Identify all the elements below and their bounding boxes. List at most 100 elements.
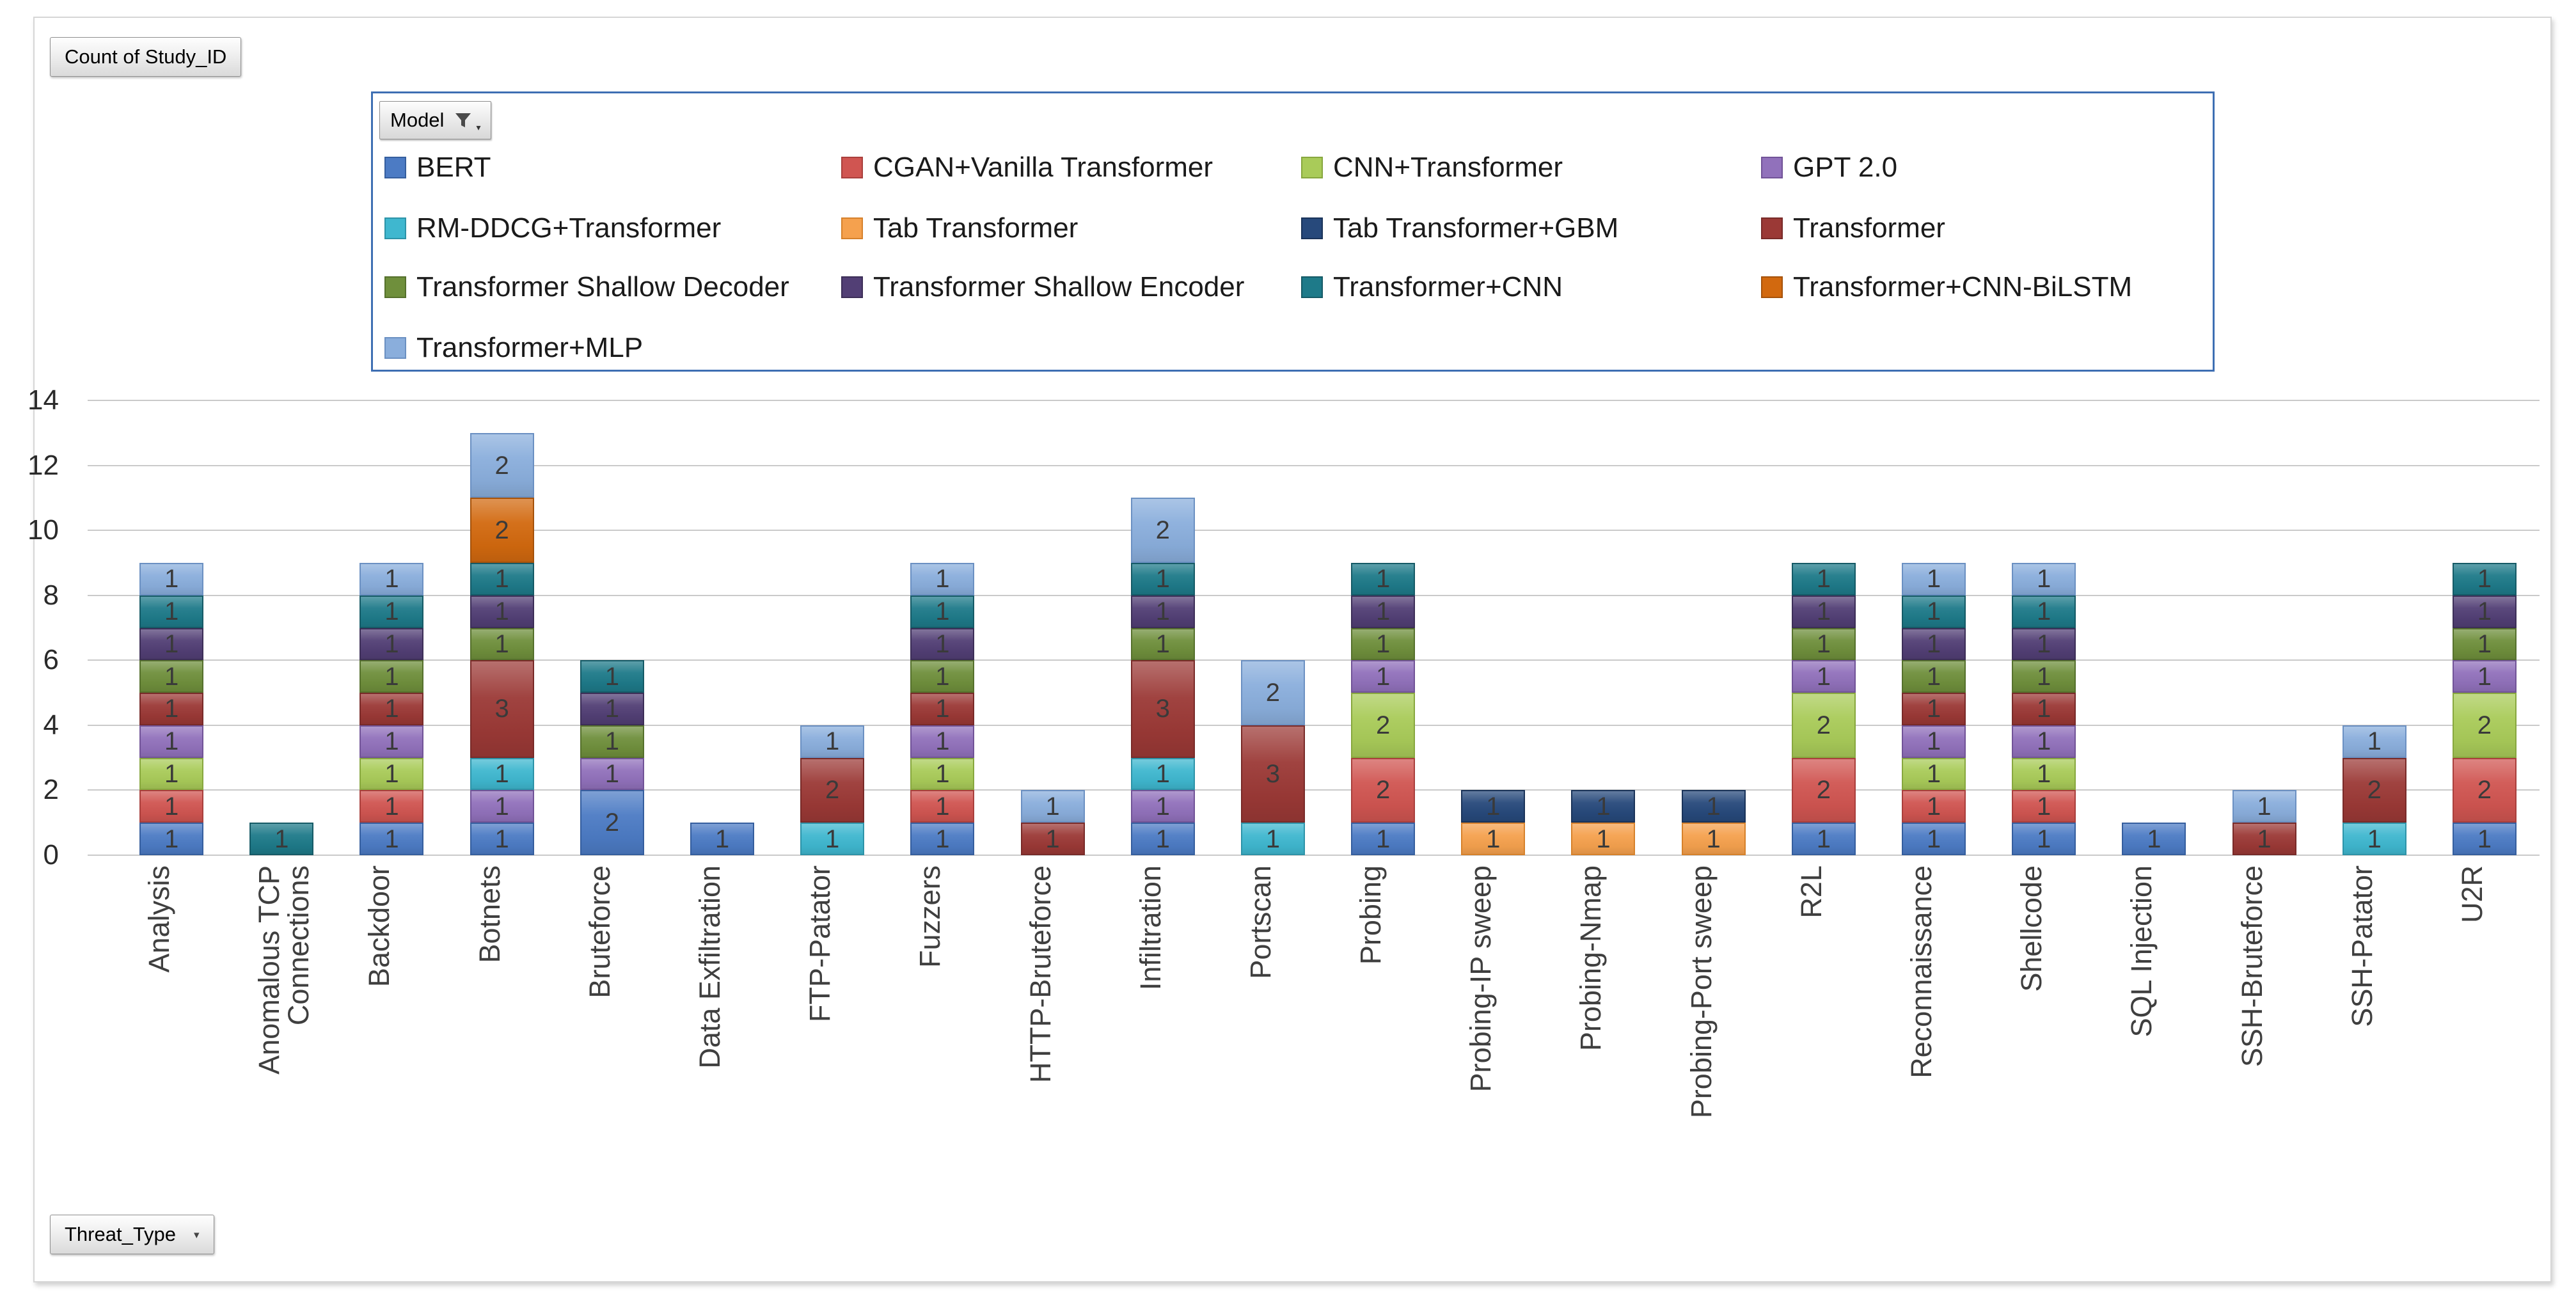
bar-segment-label: 1 xyxy=(935,760,950,789)
bar-segment-label: 1 xyxy=(1816,662,1831,691)
bar-segment: 1 xyxy=(910,595,975,628)
bar-segment-label: 3 xyxy=(1155,695,1170,723)
bar-segment-label: 1 xyxy=(1816,824,1831,853)
bar-segment: 1 xyxy=(2452,660,2517,693)
bar-segment: 1 xyxy=(360,595,424,628)
category-label: Probing xyxy=(1354,865,1387,965)
bar-segment-label: 3 xyxy=(494,695,509,723)
bar-segment-label: 1 xyxy=(494,760,509,789)
bar-segment-label: 1 xyxy=(2037,727,2051,756)
axis-field-label: Threat_Type xyxy=(65,1223,177,1245)
gridline xyxy=(88,530,2540,532)
bar-segment: 1 xyxy=(360,660,424,693)
legend-swatch xyxy=(841,276,863,298)
bar-segment-label: 1 xyxy=(164,629,179,658)
bar-segment-label: 1 xyxy=(164,597,179,626)
bar-segment: 1 xyxy=(2342,725,2406,758)
value-field-label: Count of Study_ID xyxy=(65,45,227,68)
legend-label: Transformer+CNN xyxy=(1333,271,1563,303)
filter-funnel-icon xyxy=(455,113,471,127)
bar-segment: 1 xyxy=(910,790,975,823)
bar-segment-label: 1 xyxy=(935,792,950,821)
bar-segment: 2 xyxy=(2452,757,2517,823)
legend-swatch xyxy=(1301,276,1323,298)
bar-segment: 2 xyxy=(1351,757,1416,823)
bar-segment-label: 1 xyxy=(2257,792,2272,821)
bar-segment: 1 xyxy=(139,790,204,823)
stacked-bar: 1 1 1 3 1 1 1 2 xyxy=(1130,498,1195,855)
bar-segment: 1 xyxy=(470,595,534,628)
category-label: Probing-IP sweep xyxy=(1464,865,1497,1092)
bar-segment: 3 xyxy=(1240,725,1305,823)
bar-segment: 2 xyxy=(1351,693,1416,758)
legend-item: Tab Transformer+GBM xyxy=(1301,209,1618,248)
bar-segment: 1 xyxy=(139,595,204,628)
legend-item: GPT 2.0 xyxy=(1761,148,1897,187)
value-field-button[interactable]: Count of Study_ID xyxy=(50,37,242,77)
bar-segment-label: 1 xyxy=(1926,695,1941,723)
category-label: Probing-Nmap xyxy=(1574,865,1608,1052)
bar-segment: 1 xyxy=(2012,725,2076,758)
bar-segment: 2 xyxy=(1791,693,1856,758)
bar-segment-label: 1 xyxy=(1926,597,1941,626)
bar-segment: 1 xyxy=(1461,823,1526,855)
legend-field-button[interactable]: Model ▾ xyxy=(379,101,492,139)
bar-segment: 1 xyxy=(360,823,424,855)
bar-segment: 1 xyxy=(910,693,975,725)
bar-segment: 1 xyxy=(2012,693,2076,725)
gridline xyxy=(88,724,2540,726)
bar-segment-label: 1 xyxy=(715,824,730,853)
stacked-bar: 1 1 1 3 1 1 1 2 2 xyxy=(470,432,534,855)
y-tick-label: 10 xyxy=(28,514,59,546)
bar-segment: 1 xyxy=(360,693,424,725)
bar-segment-label: 1 xyxy=(384,727,399,756)
category-label: Botnets xyxy=(473,865,506,963)
bar-segment: 1 xyxy=(580,725,644,758)
bar-segment: 1 xyxy=(1130,627,1195,661)
bar-segment: 1 xyxy=(2452,823,2517,855)
bar-segment-label: 1 xyxy=(164,662,179,691)
bar-segment: 1 xyxy=(1902,725,1966,758)
category-label: SSH-Patator xyxy=(2345,865,2378,1027)
bar-segment-label: 1 xyxy=(825,824,840,853)
bar-segment-label: 1 xyxy=(1926,824,1941,853)
bar-segment: 1 xyxy=(360,725,424,758)
bar-segment: 1 xyxy=(139,693,204,725)
bar-segment-label: 1 xyxy=(384,565,399,594)
legend-swatch xyxy=(384,276,406,298)
bar-segment: 1 xyxy=(1902,595,1966,628)
stacked-bar: 1 1 1 1 1 1 1 1 1 xyxy=(139,562,204,855)
bar-segment: 1 xyxy=(2452,562,2517,595)
bar-segment-label: 1 xyxy=(2037,695,2051,723)
bar-segment: 1 xyxy=(2232,823,2296,855)
bar-segment-label: 1 xyxy=(384,792,399,821)
bar-segment: 1 xyxy=(2012,627,2076,661)
bar-segment-label: 1 xyxy=(2477,597,2492,626)
legend-swatch xyxy=(1301,157,1323,178)
category-label: SQL Injection xyxy=(2125,865,2158,1037)
bar-segment: 1 xyxy=(360,757,424,791)
axis-field-button[interactable]: Threat_Type ▾ xyxy=(50,1215,214,1254)
bar-segment-label: 1 xyxy=(2367,727,2382,756)
bar-segment-label: 1 xyxy=(2257,824,2272,853)
dropdown-arrow-icon: ▾ xyxy=(194,1228,200,1241)
gridline xyxy=(88,659,2540,661)
bar-segment: 1 xyxy=(1791,660,1856,693)
category-label: Data Exfiltration xyxy=(693,865,726,1069)
legend-item: Transformer+MLP xyxy=(384,329,643,367)
category-label: Portscan xyxy=(1244,865,1277,979)
legend-label: BERT xyxy=(416,152,491,183)
bar-segment-label: 1 xyxy=(1265,824,1281,853)
bar-segment-label: 1 xyxy=(1926,727,1941,756)
bar-segment: 1 xyxy=(360,562,424,595)
bar-segment-label: 1 xyxy=(1486,824,1501,853)
bar-segment: 1 xyxy=(580,660,644,693)
category-label: HTTP-Bruteforce xyxy=(1023,865,1057,1084)
bar-segment-label: 1 xyxy=(1155,597,1170,626)
stacked-bar: 1 1 1 1 1 1 1 1 1 xyxy=(360,562,424,855)
bar-segment-label: 1 xyxy=(935,824,950,853)
bar-segment: 1 xyxy=(249,823,314,855)
bar-segment-label: 1 xyxy=(2147,824,2161,853)
legend-swatch xyxy=(384,217,406,239)
legend-item: Tab Transformer xyxy=(841,209,1078,248)
